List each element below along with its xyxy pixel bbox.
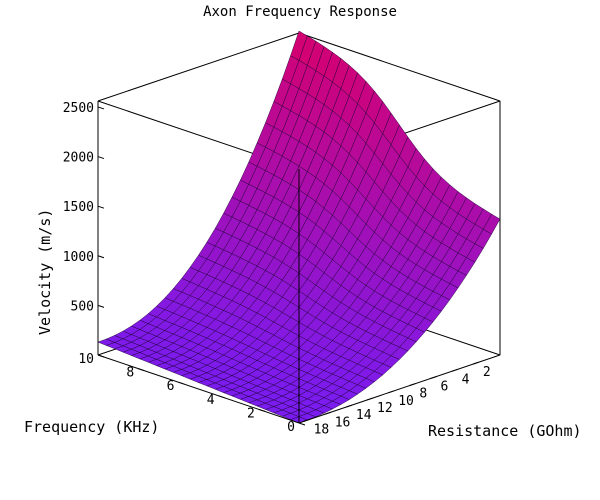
resistance-tick xyxy=(324,411,331,415)
resistance-tick-label: 12 xyxy=(377,401,393,416)
resistance-tick-label: 18 xyxy=(314,422,330,437)
bounding-box-front xyxy=(97,169,501,424)
resistance-tick xyxy=(409,383,416,387)
velocity-tick-label: 500 xyxy=(71,299,94,314)
box-edge xyxy=(97,32,300,102)
resistance-tick xyxy=(472,361,480,365)
frequency-tick xyxy=(138,368,145,372)
velocity-tick xyxy=(97,255,105,259)
resistance-tick-label: 16 xyxy=(335,415,351,430)
frequency-tick xyxy=(97,354,105,358)
velocity-tick-label: 2500 xyxy=(63,101,94,116)
frequency-tick xyxy=(218,395,225,399)
resistance-axis-label: Resistance (GOhm) xyxy=(428,422,582,440)
resistance-tick-label: 10 xyxy=(398,394,414,409)
velocity-tick xyxy=(97,106,105,110)
velocity-tick-label: 2000 xyxy=(63,151,94,166)
resistance-tick xyxy=(388,390,395,394)
frequency-axis-label: Frequency (KHz) xyxy=(24,418,159,436)
frequency-tick-label: 6 xyxy=(167,379,175,394)
velocity-tick xyxy=(97,205,105,209)
frequency-tick xyxy=(258,408,265,412)
resistance-tick-label: 8 xyxy=(419,387,427,402)
resistance-tick-label: 2 xyxy=(483,365,491,380)
frequency-tick xyxy=(298,422,306,426)
resistance-tick xyxy=(451,368,458,372)
velocity-axis-ticks: 500 1000 1500 2000 2500 xyxy=(63,101,105,314)
frequency-tick-label: 10 xyxy=(78,352,94,367)
frequency-tick-label: 0 xyxy=(287,420,295,435)
surface-plot xyxy=(97,30,501,424)
velocity-tick-label: 1000 xyxy=(63,250,94,265)
velocity-tick-label: 1500 xyxy=(63,200,94,215)
box-edge xyxy=(298,32,501,102)
surface-patch xyxy=(482,213,501,235)
resistance-tick-label: 4 xyxy=(462,372,470,387)
resistance-tick xyxy=(366,397,374,401)
resistance-tick-label: 6 xyxy=(441,379,449,394)
frequency-axis-ticks: 0 2 4 6 8 10 xyxy=(78,352,306,435)
box-edge xyxy=(298,354,501,424)
velocity-tick xyxy=(97,156,105,160)
frequency-tick xyxy=(178,381,185,385)
box-edge xyxy=(97,354,300,424)
resistance-tick-label: 14 xyxy=(356,408,372,423)
resistance-tick xyxy=(303,418,310,422)
velocity-axis-label: Velocity (m/s) xyxy=(36,209,54,335)
frequency-tick-label: 8 xyxy=(126,366,134,381)
frequency-tick-label: 4 xyxy=(207,393,215,408)
frequency-tick-label: 2 xyxy=(247,406,255,421)
chart-title: Axon Frequency Response xyxy=(203,4,397,20)
resistance-tick xyxy=(430,375,437,379)
velocity-tick xyxy=(97,304,105,308)
resistance-tick xyxy=(345,404,353,408)
